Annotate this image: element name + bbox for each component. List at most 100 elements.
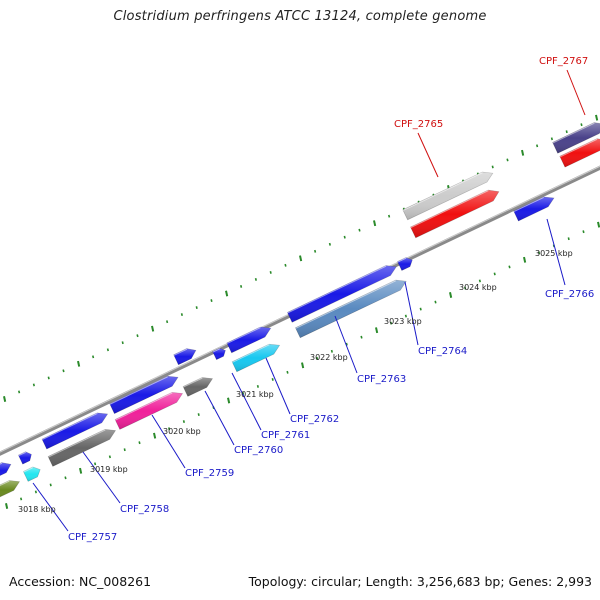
scale-tick	[240, 285, 243, 288]
scale-tick	[210, 299, 213, 302]
scale-tick	[94, 462, 97, 466]
gene-arrow-shade	[287, 265, 397, 323]
gene-label[interactable]: CPF_2760	[234, 445, 283, 456]
scale-tick	[197, 413, 200, 417]
scale-tick	[538, 251, 541, 255]
gene-arrow-shade	[183, 377, 213, 397]
topology-info: Topology: circular; Length: 3,256,683 bp…	[248, 574, 592, 589]
label-leaders	[32, 69, 586, 532]
scale-tick	[491, 165, 494, 169]
gene-arrow-shade	[0, 480, 20, 497]
scale-tick	[123, 448, 126, 452]
scale-tick	[64, 476, 67, 480]
gene-arrow-bevel	[173, 348, 188, 356]
label-leader-line	[204, 390, 235, 446]
scale-tick	[3, 396, 7, 402]
scale-tick	[106, 348, 109, 352]
kbp-label: 3024 kbp	[459, 283, 497, 292]
scale-tick	[478, 279, 481, 283]
kbp-label: 3019 kbp	[90, 465, 128, 474]
scale-tick	[580, 123, 583, 127]
label-leader-line	[546, 218, 566, 286]
scale-tick	[328, 242, 331, 246]
scale-tick	[360, 335, 363, 339]
scale-tick	[269, 270, 272, 274]
map-title: Clostridium perfringens ATCC 13124, comp…	[113, 9, 487, 24]
gene-arrow-bevel	[226, 327, 261, 344]
gene-arrow-shade	[18, 451, 32, 465]
gene-label[interactable]: CPF_2759	[185, 468, 234, 479]
scale-tick	[567, 237, 570, 241]
gene-arrow-shade	[226, 327, 271, 353]
scale-tick	[565, 130, 568, 134]
scale-tick	[314, 249, 317, 253]
scale-tick	[434, 300, 437, 304]
gene-arrow-bevel	[402, 172, 483, 211]
scale-tick	[521, 149, 525, 156]
gene-arrow-bevel	[397, 257, 407, 263]
scale-tick	[375, 327, 379, 334]
gene-label[interactable]: CPF_2761	[261, 430, 310, 441]
gene-arrow-bevel	[0, 480, 10, 486]
label-leader-line	[151, 414, 186, 469]
gene-label[interactable]: CPF_2765	[394, 119, 443, 130]
scale-tick	[419, 307, 422, 311]
scale-tick	[388, 214, 391, 218]
gene-arrow-shade	[109, 376, 178, 414]
scale-tick	[18, 390, 21, 394]
scale-tick	[62, 369, 65, 373]
gene-features	[0, 122, 600, 498]
gene-arrow-bevel	[42, 412, 98, 441]
gene-arrow-bevel	[48, 429, 106, 458]
gene-arrow-shade	[559, 138, 600, 168]
scale-tick	[256, 385, 259, 388]
scale-tick	[227, 397, 231, 404]
gene-label[interactable]: CPF_2767	[539, 56, 588, 67]
scale-tick	[138, 441, 141, 445]
gene-arrow-shade	[42, 412, 108, 449]
scale-tick	[92, 355, 95, 359]
gene-arrow-shade	[48, 429, 116, 467]
scale-tick	[508, 265, 511, 269]
label-leader-line	[32, 482, 69, 532]
gene-label[interactable]: CPF_2758	[120, 504, 169, 515]
scale-tick	[121, 341, 124, 345]
gene-label[interactable]: CPF_2762	[290, 414, 339, 425]
scale-tick	[20, 497, 23, 501]
scale-tick	[79, 467, 83, 474]
kbp-label: 3020 kbp	[163, 427, 201, 436]
scale-tick	[271, 377, 274, 381]
gene-arrow-bevel	[410, 190, 489, 228]
scale-tick	[136, 334, 139, 338]
label-leader-line	[334, 315, 358, 374]
gene-arrow-bevel	[287, 265, 387, 314]
scale-tick	[299, 255, 303, 262]
scale-tick	[166, 320, 169, 324]
label-leader-line	[404, 281, 419, 346]
scale-tick	[153, 432, 157, 439]
scale-tick	[49, 483, 52, 487]
scale-tick	[34, 490, 37, 494]
scale-tick	[493, 272, 496, 276]
gene-label[interactable]: CPF_2766	[545, 289, 594, 300]
gene-label[interactable]: CPF_2757	[68, 532, 117, 543]
scale-tick	[550, 137, 553, 141]
scale-tick	[5, 503, 9, 509]
gene-label[interactable]: CPF_2763	[357, 374, 406, 385]
scale-tick	[595, 114, 599, 121]
scale-tick	[32, 383, 35, 387]
scale-ticks	[3, 114, 600, 509]
scale-tick	[182, 420, 185, 424]
gene-arrow-shade	[115, 392, 183, 430]
scale-tick	[301, 362, 305, 369]
scale-tick	[47, 376, 50, 380]
gene-arrow-bevel	[232, 344, 270, 363]
gene-arrow-bevel	[552, 122, 595, 144]
scale-tick	[168, 427, 171, 431]
scale-tick	[449, 292, 453, 298]
gene-label[interactable]: CPF_2764	[418, 346, 467, 357]
scale-tick	[597, 221, 600, 228]
gene-arrow-shade	[0, 462, 11, 476]
scale-tick	[195, 306, 198, 310]
